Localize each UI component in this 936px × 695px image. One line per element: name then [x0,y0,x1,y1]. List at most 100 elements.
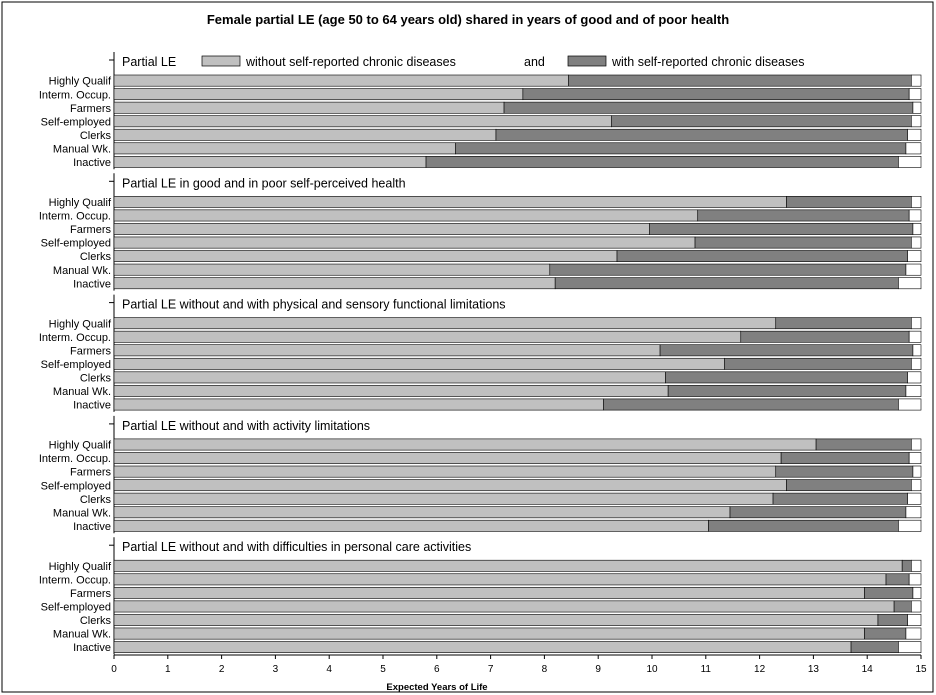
bar-good-health [113,479,787,492]
bar-good-health [113,263,551,276]
bar-poor-health [772,492,908,505]
bar-remainder [911,196,922,208]
x-tick-label: 9 [595,664,601,675]
category-label: Self-employed [41,116,111,128]
category-label: Highly Qualif [49,318,112,330]
bar-remainder [898,398,922,411]
bar-good-health [113,452,782,464]
legend-swatch-with [567,55,607,67]
bar-remainder [905,506,922,519]
bar-good-health [113,385,669,397]
panel-4: Partial LE without and with activity lim… [39,415,922,534]
bar-remainder [907,128,922,141]
category-label: Manual Wk. [53,629,111,641]
bar-remainder [911,479,922,492]
bar-remainder [912,586,922,599]
bar-good-health [113,142,456,155]
bar-poor-health [694,236,912,249]
bar-good-health [113,101,505,114]
chart-title: Female partial LE (age 50 to 64 years ol… [207,12,729,27]
bar-remainder [907,614,922,626]
bar-poor-health [893,600,912,613]
category-label: Clerks [80,615,112,627]
category-label: Manual Wk. [53,265,111,277]
bar-good-health [113,317,777,330]
bar-poor-health [665,371,908,384]
bar-remainder [908,330,922,343]
bar-remainder [905,627,922,640]
bar-good-health [113,586,865,599]
x-axis-label: Expected Years of Life [386,682,487,693]
category-label: Clerks [80,373,112,385]
x-tick-label: 3 [273,664,279,675]
bar-poor-health [724,357,912,370]
legend-label-without: without self-reported chronic diseases [245,55,456,69]
x-tick-label: 15 [915,664,927,675]
category-label: Self-employed [41,238,111,250]
category-label: Manual Wk. [53,507,111,519]
bar-poor-health [775,317,912,330]
category-label: Self-employed [41,480,111,492]
bar-good-health [113,344,661,357]
bar-poor-health [495,128,908,141]
bar-good-health [113,398,604,411]
category-label: Clerks [80,251,112,263]
bar-poor-health [425,156,899,168]
category-label: Farmers [70,588,111,600]
bar-good-health [113,357,725,370]
bar-good-health [113,223,650,235]
bar-remainder [912,465,922,478]
bar-poor-health [786,196,912,208]
bar-poor-health [503,101,914,114]
bar-good-health [113,74,569,87]
bar-good-health [113,641,852,653]
bar-poor-health [850,641,899,653]
x-axis: 0 1 2 3 4 5 6 7 8 9 10 11 12 13 14 15 [111,654,927,675]
category-label: Interm. Occup. [39,89,111,101]
bar-good-health [113,465,777,478]
bar-poor-health [780,452,910,464]
bar-remainder [911,115,922,128]
x-tick-label: 1 [165,664,171,675]
bar-remainder [912,101,922,114]
bar-remainder [905,385,922,397]
bar-remainder [911,74,922,87]
x-tick-label: 5 [380,664,386,675]
bar-good-health [113,627,865,640]
bar-poor-health [455,142,907,155]
category-label: Highly Qualif [49,440,112,452]
category-label: Manual Wk. [53,386,111,398]
bar-good-health [113,115,612,128]
bar-remainder [898,519,922,532]
category-label: Inactive [73,157,111,169]
panel-3: Partial LE without and with physical and… [39,294,922,412]
bar-remainder [907,492,922,505]
bar-remainder [898,156,922,168]
bar-poor-health [864,586,914,599]
bar-poor-health [729,506,907,519]
category-label: Inactive [73,642,111,654]
panel-title: Partial LE without and with difficulties… [122,540,471,554]
bar-poor-health [740,330,910,343]
bar-remainder [911,236,922,249]
panel-title: Partial LE without and with activity lim… [122,419,370,433]
x-tick-label: 12 [754,664,766,675]
x-tick-label: 11 [701,664,712,675]
bar-good-health [113,88,524,101]
bar-poor-health [611,115,912,128]
bar-remainder [911,438,922,451]
bar-poor-health [568,74,912,87]
x-tick-label: 10 [646,664,658,675]
bar-poor-health [549,263,907,276]
bar-good-health [113,236,696,249]
bar-good-health [113,600,895,613]
bar-remainder [911,559,922,572]
category-label: Farmers [70,224,111,236]
bar-good-health [113,438,817,451]
category-label: Manual Wk. [53,143,111,155]
category-label: Interm. Occup. [39,332,111,344]
bar-good-health [113,492,774,505]
bar-poor-health [649,223,914,235]
bar-remainder [905,263,922,276]
